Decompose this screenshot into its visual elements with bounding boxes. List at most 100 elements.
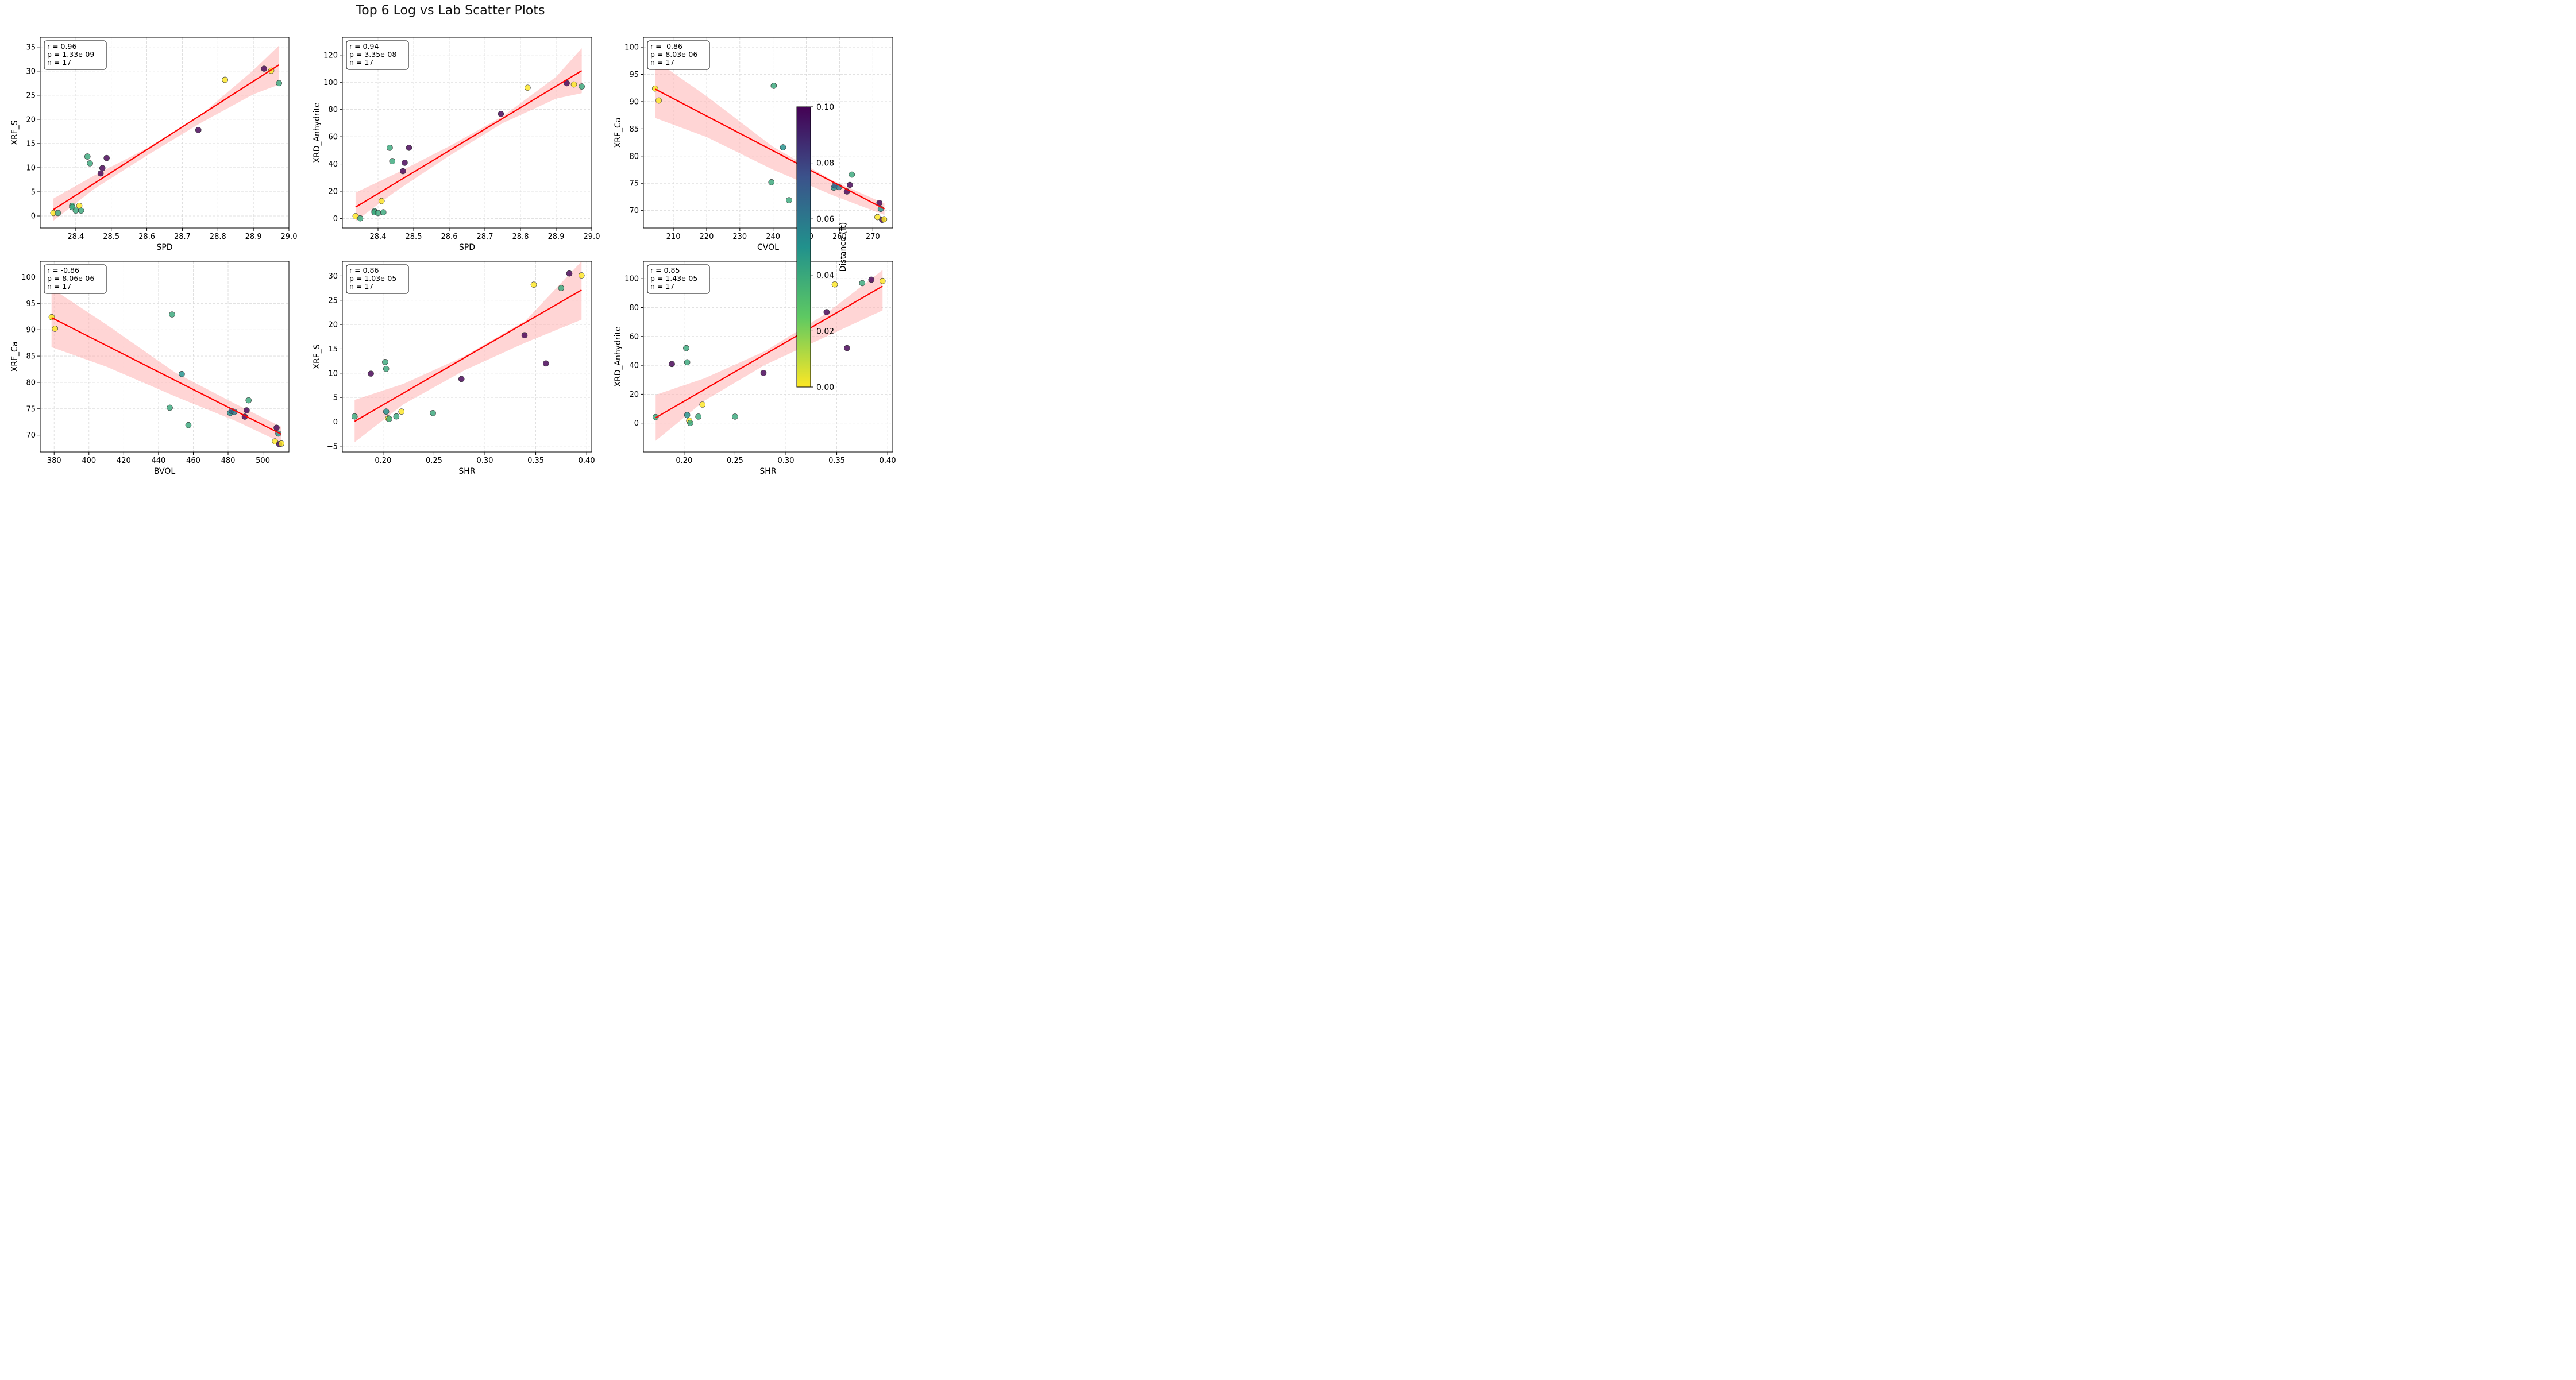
y-tick-label: 40 xyxy=(328,160,338,169)
y-tick-label: 20 xyxy=(629,391,639,399)
stats-box xyxy=(346,264,409,294)
x-tick-label: 270 xyxy=(866,233,880,241)
colorbar-tick-label: 0.04 xyxy=(816,271,834,280)
data-point xyxy=(655,97,662,104)
data-point xyxy=(99,165,106,172)
x-tick-label: 28.8 xyxy=(512,233,529,241)
stats-box xyxy=(647,264,710,294)
y-tick-label: 80 xyxy=(26,378,36,387)
data-point xyxy=(699,401,706,408)
x-axis-label: SPD xyxy=(459,243,475,252)
confidence-band xyxy=(354,261,582,443)
data-point xyxy=(52,326,59,332)
data-point xyxy=(400,168,406,175)
data-point xyxy=(383,365,390,372)
data-point xyxy=(849,171,855,178)
distance-colorbar: 0.00 0.02 0.04 0.06 0.08 0.10 Distance (ft) xyxy=(796,103,848,392)
axes-frame xyxy=(643,37,893,229)
stats-text: r = 0.86 xyxy=(349,266,379,275)
y-tick-label: 0 xyxy=(634,419,639,428)
x-tick-label: 29.0 xyxy=(584,233,600,241)
y-tick-label: 85 xyxy=(629,125,639,134)
x-tick-label: 380 xyxy=(47,457,61,465)
data-point xyxy=(167,404,173,411)
data-point xyxy=(382,359,388,365)
y-tick-label: 100 xyxy=(323,79,338,87)
data-point xyxy=(383,408,390,415)
y-tick-label: 120 xyxy=(323,51,338,60)
x-tick-label: 0.40 xyxy=(880,457,896,465)
x-tick-label: 28.5 xyxy=(406,233,422,241)
data-point xyxy=(578,272,585,279)
page-title: Top 6 Log vs Lab Scatter Plots xyxy=(356,3,545,18)
y-tick-label: 90 xyxy=(629,98,639,106)
data-point xyxy=(278,440,284,447)
x-tick-label: 260 xyxy=(832,233,847,241)
axes-frame xyxy=(342,261,592,453)
data-point xyxy=(732,413,738,420)
stats-text: n = 17 xyxy=(349,282,373,291)
y-axis-label: XRF_S xyxy=(10,120,20,145)
y-tick-label: 25 xyxy=(26,91,36,100)
colorbar-tick-label: 0.02 xyxy=(816,327,834,336)
x-tick-label: 0.20 xyxy=(375,457,391,465)
stats-text: p = 1.33e-09 xyxy=(47,50,94,59)
y-tick-label: 90 xyxy=(26,326,36,335)
scatter-grid: 28.4 28.5 28.6 28.7 28.8 28.9 29.0 0 5 10 15 20 25 30… xyxy=(10,37,896,476)
data-point xyxy=(185,422,192,428)
confidence-band xyxy=(655,270,883,441)
data-point xyxy=(874,214,881,221)
stats-box xyxy=(647,40,710,70)
data-point xyxy=(525,84,531,91)
data-point xyxy=(570,81,577,88)
axes-frame xyxy=(643,261,893,453)
y-tick-label: −5 xyxy=(327,442,338,451)
y-tick-label: 100 xyxy=(624,44,639,52)
colorbar-tick-label: 0.06 xyxy=(816,215,834,224)
y-tick-label: 30 xyxy=(328,272,338,281)
x-tick-label: 460 xyxy=(186,457,200,465)
y-tick-label: 10 xyxy=(328,369,338,378)
y-tick-label: 20 xyxy=(328,321,338,330)
axes-frame xyxy=(40,261,290,453)
regression-line xyxy=(654,88,885,210)
x-tick-label: 28.7 xyxy=(174,233,191,241)
stats-text: n = 17 xyxy=(47,58,71,67)
data-point xyxy=(530,281,537,288)
y-tick-label: 75 xyxy=(629,180,639,188)
subplot-6: 0.20 0.25 0.30 0.35 0.40 0 20 40 60 80 100 SHR XRD_A… xyxy=(614,261,896,476)
confidence-band xyxy=(53,45,279,221)
data-point xyxy=(669,361,675,368)
colorbar-gradient xyxy=(796,106,811,388)
stats-box xyxy=(44,40,107,70)
x-axis-label: SHR xyxy=(458,467,475,476)
stats-box xyxy=(346,40,409,70)
data-point xyxy=(684,359,691,366)
data-point xyxy=(868,276,875,283)
stats-text: p = 3.35e-08 xyxy=(349,50,396,59)
confidence-band xyxy=(51,288,281,443)
data-point xyxy=(179,370,185,377)
x-tick-label: 28.9 xyxy=(548,233,565,241)
y-tick-label: 95 xyxy=(26,300,36,308)
data-point xyxy=(386,416,392,422)
data-point xyxy=(881,216,888,223)
data-point xyxy=(55,210,61,217)
confidence-band xyxy=(355,48,582,222)
x-tick-label: 0.25 xyxy=(426,457,442,465)
data-point xyxy=(831,281,838,288)
y-tick-label: 80 xyxy=(629,304,639,312)
stats-text: p = 8.06e-06 xyxy=(47,274,94,283)
x-tick-label: 29.0 xyxy=(281,233,298,241)
data-point xyxy=(393,413,400,420)
data-point xyxy=(695,413,701,420)
x-tick-label: 210 xyxy=(666,233,681,241)
data-point xyxy=(687,420,693,426)
y-axis-label: XRD_Anhydrite xyxy=(614,326,623,386)
subplot-2: 28.4 28.5 28.6 28.7 28.8 28.9 29.0 0 20 40 60 80 100… xyxy=(313,37,600,252)
y-tick-label: 35 xyxy=(26,43,36,52)
subplot-4: 380 400 420 440 460 480 500 70 75 80 85 90 95 100 BVOL… xyxy=(10,261,290,476)
x-tick-label: 0.35 xyxy=(527,457,544,465)
x-tick-label: 28.6 xyxy=(138,233,155,241)
subplot-3: 210220230240250260270707580859095100CVOL… xyxy=(614,37,893,252)
